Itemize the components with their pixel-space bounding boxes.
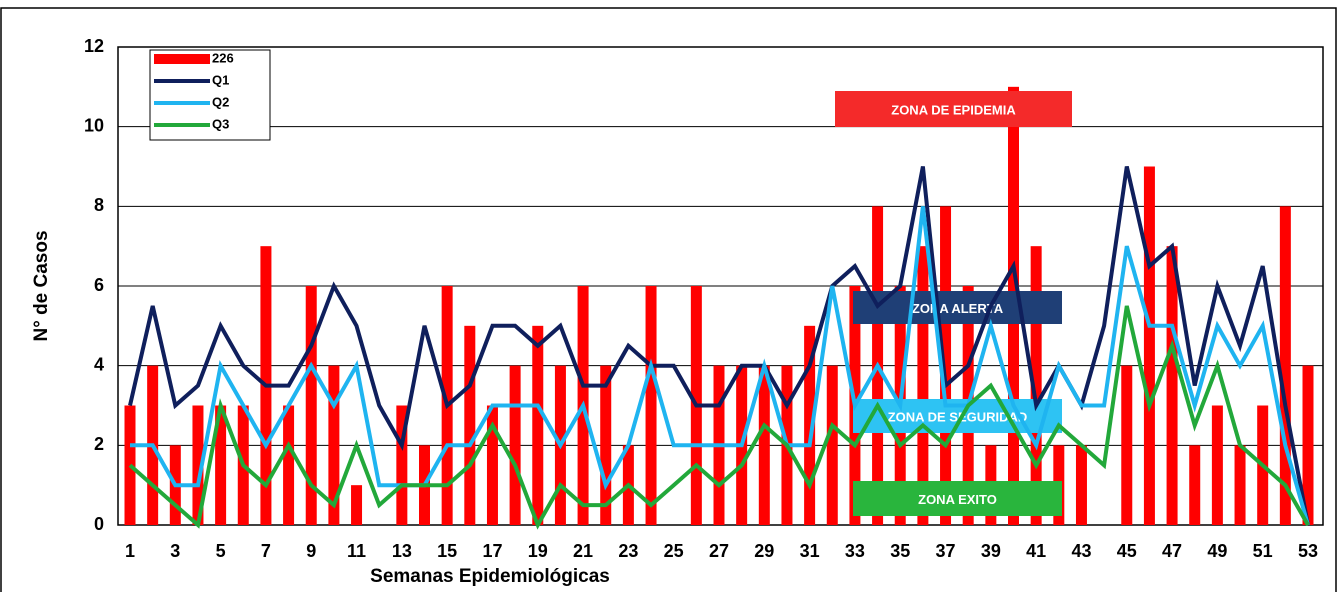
x-tick-label: 1 <box>125 541 135 561</box>
x-tick-label: 49 <box>1207 541 1227 561</box>
bar <box>826 365 838 525</box>
x-tick-label: 25 <box>664 541 684 561</box>
legend-swatch <box>154 54 210 64</box>
legend-label: Q3 <box>212 116 229 131</box>
x-tick-label: 37 <box>936 541 956 561</box>
bar <box>804 325 816 525</box>
x-tick-label: 11 <box>347 541 366 561</box>
bar <box>758 365 770 525</box>
bar <box>215 405 227 525</box>
x-tick-label: 29 <box>754 541 774 561</box>
y-tick-label: 4 <box>94 354 104 374</box>
x-tick-label: 39 <box>981 541 1001 561</box>
bar <box>283 405 295 525</box>
y-tick-label: 10 <box>84 115 104 135</box>
bar <box>1075 445 1087 525</box>
y-tick-label: 6 <box>94 275 104 295</box>
x-tick-label: 53 <box>1298 541 1318 561</box>
bar <box>1211 405 1223 525</box>
zone-box <box>835 91 1072 127</box>
y-tick-label: 0 <box>94 514 104 534</box>
x-tick-label: 45 <box>1117 541 1137 561</box>
x-tick-label: 41 <box>1026 541 1046 561</box>
x-tick-label: 33 <box>845 541 865 561</box>
bar <box>464 325 476 525</box>
legend-label: 226 <box>212 50 234 65</box>
bar <box>124 405 136 525</box>
x-tick-label: 9 <box>306 541 316 561</box>
line <box>130 206 1310 526</box>
bar <box>1143 166 1155 525</box>
x-tick-label: 15 <box>437 541 457 561</box>
bar <box>509 365 521 525</box>
bar <box>917 246 929 525</box>
line <box>128 305 1310 530</box>
x-tick-label: 27 <box>709 541 729 561</box>
zone-label: ZONA EXITO <box>918 492 997 507</box>
x-tick-label: 31 <box>800 541 820 561</box>
frame <box>0 7 1337 592</box>
bar <box>328 365 340 525</box>
bar <box>1030 246 1042 525</box>
y-tick-label: 2 <box>94 434 104 454</box>
bar <box>1189 445 1201 525</box>
x-tick-label: 21 <box>573 541 593 561</box>
bar <box>532 325 544 525</box>
bar <box>600 365 612 525</box>
bar <box>305 286 317 525</box>
zone-box <box>853 481 1062 516</box>
bar <box>1279 206 1291 526</box>
x-tick-label: 51 <box>1253 541 1273 561</box>
x-tick-label: 7 <box>261 541 271 561</box>
bar <box>1166 246 1178 525</box>
legend-label: Q1 <box>212 72 229 87</box>
line <box>128 166 1310 526</box>
zone-label: ZONA DE EPIDEMIA <box>891 102 1016 117</box>
x-tick-label: 43 <box>1071 541 1091 561</box>
y-tick-label: 12 <box>84 36 104 56</box>
bar <box>1234 445 1246 525</box>
bar <box>645 286 657 525</box>
x-tick-label: 47 <box>1162 541 1182 561</box>
x-tick-label: 13 <box>392 541 412 561</box>
y-tick-label: 8 <box>94 195 104 215</box>
x-tick-label: 35 <box>890 541 910 561</box>
bar <box>192 405 204 525</box>
x-tick-label: 19 <box>528 541 548 561</box>
bar <box>1121 365 1133 525</box>
bar <box>351 485 363 525</box>
bar <box>1302 365 1314 525</box>
x-tick-label: 5 <box>216 541 226 561</box>
zone-label: ZONA DE SEGURIDAD <box>888 409 1028 424</box>
x-tick-label: 17 <box>482 541 502 561</box>
legend-label: Q2 <box>212 94 229 109</box>
y-axis-label: N° de Casos <box>31 230 52 341</box>
x-tick-label: 23 <box>618 541 638 561</box>
bar <box>940 206 952 526</box>
bar <box>486 405 498 525</box>
x-tick-label: 3 <box>170 541 180 561</box>
bar <box>396 405 408 525</box>
x-axis-label: Semanas Epidemiológicas <box>370 566 610 587</box>
